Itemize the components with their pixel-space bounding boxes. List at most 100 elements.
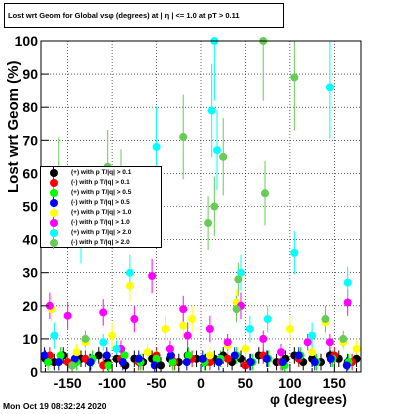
data-point [294, 351, 303, 360]
legend-label: (-) with p T/|q| > 1.0 [71, 219, 130, 226]
data-point [205, 324, 214, 333]
data-point [278, 358, 287, 367]
data-point [68, 361, 77, 370]
legend-swatch [50, 219, 58, 227]
legend-label: (+) with p T/|q| > 0.5 [71, 189, 132, 196]
data-point [213, 146, 221, 155]
data-point [343, 278, 352, 287]
data-point [325, 338, 334, 347]
data-point [214, 358, 223, 367]
data-point [179, 132, 188, 141]
data-point [237, 268, 245, 277]
data-point [152, 354, 161, 363]
y-tick-label: 10 [22, 331, 38, 347]
data-point [40, 351, 49, 360]
data-point [45, 301, 54, 310]
data-point [182, 358, 191, 367]
data-point [108, 331, 117, 340]
data-point [342, 361, 351, 370]
timestamp: Mon Oct 19 08:32:24 2020 [3, 401, 107, 411]
legend-swatch [50, 199, 58, 207]
data-point [50, 331, 59, 340]
data-point [104, 361, 113, 370]
y-tick-label: 20 [22, 298, 38, 314]
legend-swatch [50, 179, 58, 187]
data-point [118, 358, 127, 367]
data-point [86, 358, 95, 367]
legend-swatch [50, 209, 58, 217]
legend-item: (-) with p T/|q| > 0.5 [41, 197, 161, 209]
data-point [246, 358, 255, 367]
data-point [352, 344, 361, 353]
data-point [223, 354, 232, 363]
x-tick-label: 150 [323, 375, 347, 391]
data-point [99, 308, 108, 317]
data-point [230, 351, 239, 360]
data-point [343, 298, 352, 307]
y-tick-label: 0 [30, 364, 38, 380]
data-point [259, 334, 268, 343]
legend-swatch [50, 169, 58, 177]
data-point [262, 354, 271, 363]
y-tick-label: 80 [22, 99, 38, 115]
legend-item: (+) with p T/|q| > 1.0 [41, 207, 161, 219]
data-point [70, 354, 79, 363]
data-point [152, 142, 161, 151]
legend-item: (+) with p T/|q| > 0.5 [41, 187, 161, 199]
chart-title: Lost wrt Geom for Global vsφ (degrees) a… [4, 3, 284, 28]
y-tick-label: 90 [22, 66, 38, 82]
data-point [94, 351, 103, 360]
legend-item: (+) with p T/|q| > 0.1 [41, 167, 161, 179]
y-tick-label: 100 [15, 33, 39, 49]
y-tick-label: 50 [22, 199, 38, 215]
legend-item: (-) with p T/|q| > 0.1 [41, 177, 161, 189]
data-point [130, 315, 139, 324]
data-point [245, 324, 254, 333]
legend-item: (-) with p T/|q| > 1.0 [41, 217, 161, 229]
data-point [44, 358, 53, 367]
y-tick-label: 70 [22, 132, 38, 148]
y-tick-label: 30 [22, 265, 38, 281]
legend-label: (+) with p T/|q| > 1.0 [71, 209, 132, 216]
data-point [234, 275, 243, 284]
data-point [321, 315, 330, 324]
data-point [261, 189, 269, 198]
data-point [120, 351, 129, 360]
data-point [310, 358, 319, 367]
data-point [99, 338, 108, 347]
data-point [207, 106, 216, 115]
data-point [184, 351, 193, 360]
data-point [198, 354, 207, 363]
axis-ticks: -150 -100 -50 0 50 100 150 0 10 20 30 40 50 60 70 80 90 1… [15, 33, 358, 391]
x-axis-label: φ (degrees) [270, 391, 347, 407]
data-point [223, 338, 232, 347]
data-point [325, 83, 334, 92]
legend-swatch [50, 239, 58, 247]
legend-swatch [50, 189, 58, 197]
x-tick-label: 0 [197, 375, 205, 391]
data-point [72, 348, 81, 357]
legend-label: (+) with p T/|q| > 2.0 [71, 229, 132, 236]
data-point [157, 361, 165, 370]
data-point [308, 348, 317, 357]
data-point [165, 344, 174, 353]
data-point [308, 331, 317, 340]
data-point [161, 324, 170, 333]
x-tick-label: -50 [146, 375, 166, 391]
y-tick-label: 60 [22, 165, 38, 181]
data-point [183, 331, 192, 340]
data-point [219, 152, 228, 161]
data-point [290, 248, 299, 257]
data-point [188, 315, 197, 324]
data-point [54, 358, 63, 367]
data-point [303, 338, 312, 347]
data-point [339, 334, 348, 343]
data-point [285, 324, 294, 333]
data-point [81, 334, 90, 343]
legend-item: (-) with p T/|q| > 2.0 [41, 237, 161, 249]
data-point [63, 311, 72, 320]
x-tick-label: -100 [98, 375, 126, 391]
data-point [263, 315, 272, 324]
data-point [232, 305, 241, 314]
